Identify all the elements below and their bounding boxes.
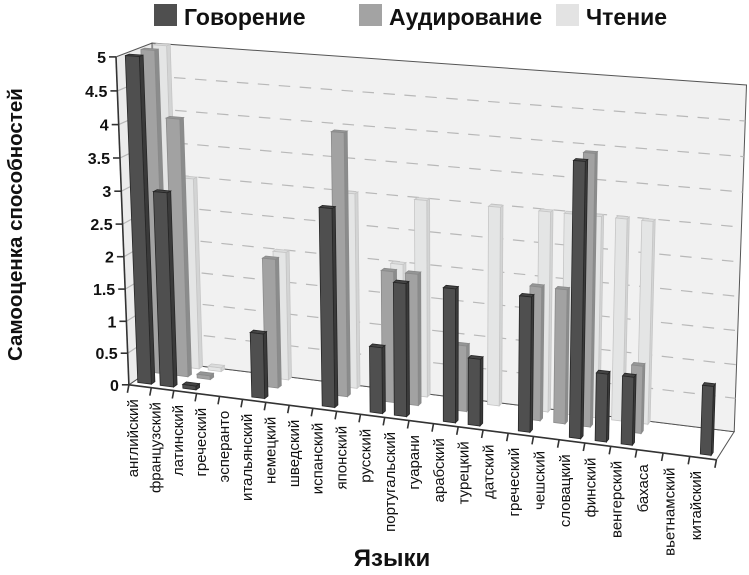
svg-text:латинский: латинский bbox=[170, 405, 187, 476]
svg-text:японский: японский bbox=[334, 426, 351, 490]
svg-text:греческий: греческий bbox=[193, 408, 210, 477]
svg-text:французский: французский bbox=[148, 402, 165, 493]
svg-text:английский: английский bbox=[125, 399, 142, 477]
svg-text:бахаса: бахаса bbox=[635, 464, 652, 513]
svg-text:шведский: шведский bbox=[286, 420, 303, 487]
svg-text:3: 3 bbox=[102, 184, 111, 201]
svg-text:1: 1 bbox=[107, 314, 116, 331]
svg-text:немецкий: немецкий bbox=[263, 417, 280, 484]
svg-text:1.5: 1.5 bbox=[93, 282, 115, 299]
svg-text:китайский: китайский bbox=[688, 471, 705, 540]
svg-text:Чтение: Чтение bbox=[586, 4, 667, 30]
svg-text:0: 0 bbox=[110, 378, 119, 395]
svg-text:турецкий: турецкий bbox=[456, 441, 473, 504]
svg-text:датский: датский bbox=[481, 445, 498, 499]
svg-text:2: 2 bbox=[105, 250, 114, 267]
svg-text:испанский: испанский bbox=[310, 423, 327, 494]
svg-text:словацкий: словацкий bbox=[557, 454, 574, 527]
svg-text:5: 5 bbox=[97, 50, 106, 67]
svg-text:3.5: 3.5 bbox=[88, 151, 110, 168]
svg-text:греческий: греческий bbox=[506, 448, 523, 517]
svg-text:Самооценка способностей: Самооценка способностей bbox=[4, 88, 27, 361]
svg-text:4.5: 4.5 bbox=[85, 84, 107, 101]
svg-text:вьетнамский: вьетнамский bbox=[661, 468, 678, 556]
svg-text:эсперанто: эсперанто bbox=[216, 411, 233, 483]
svg-text:русский: русский bbox=[358, 429, 375, 483]
svg-text:венгерский: венгерский bbox=[609, 461, 626, 538]
svg-text:2.5: 2.5 bbox=[90, 217, 112, 234]
svg-text:арабский: арабский bbox=[431, 438, 448, 502]
svg-text:финский: финский bbox=[583, 458, 600, 518]
svg-text:Говорение: Говорение bbox=[184, 4, 306, 30]
svg-text:0.5: 0.5 bbox=[95, 346, 117, 363]
svg-text:4: 4 bbox=[100, 118, 109, 135]
svg-text:Языки: Языки bbox=[354, 545, 430, 570]
svg-text:португальский: португальский bbox=[382, 432, 399, 532]
svg-text:итальянский: итальянский bbox=[239, 414, 256, 501]
svg-text:чешский: чешский bbox=[531, 451, 548, 510]
svg-text:Аудирование: Аудирование bbox=[389, 4, 542, 30]
svg-text:гуарани: гуарани bbox=[406, 435, 423, 490]
